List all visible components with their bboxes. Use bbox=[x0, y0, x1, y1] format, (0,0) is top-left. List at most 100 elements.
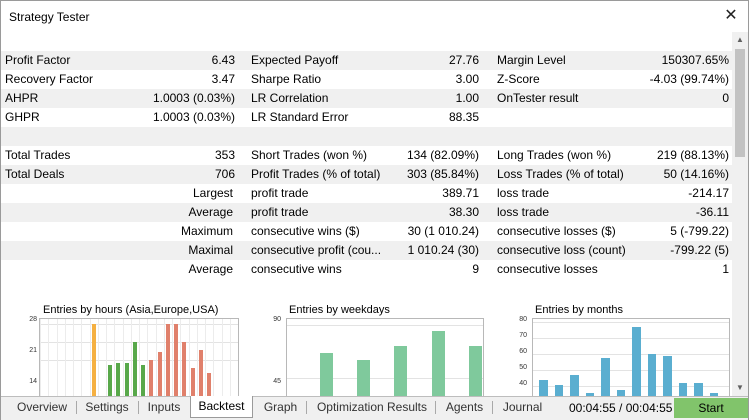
gridline bbox=[533, 370, 729, 372]
vertical-gridline bbox=[89, 319, 91, 396]
scroll-down-icon[interactable]: ▼ bbox=[736, 383, 744, 392]
gridline bbox=[533, 338, 729, 340]
stat-label: Profit Factor bbox=[5, 53, 71, 67]
vertical-gridline bbox=[40, 319, 41, 396]
stat-value: 150307.65% bbox=[661, 53, 729, 67]
tab-graph[interactable]: Graph bbox=[263, 400, 298, 414]
gridline bbox=[533, 354, 729, 356]
month-bar bbox=[632, 327, 641, 396]
tester-tab-bar: Overview Settings Inputs Backtest Graph … bbox=[1, 396, 748, 420]
gridline bbox=[533, 386, 729, 388]
vertical-gridline bbox=[130, 319, 132, 396]
vertical-gridline bbox=[163, 319, 165, 396]
stat-value: -4.03 (99.74%) bbox=[649, 72, 729, 86]
stat-value: 27.76 bbox=[448, 53, 479, 67]
stat-value: -799.22 (5) bbox=[670, 243, 729, 257]
stats-row: Average consecutive wins 9 consecutive loss… bbox=[1, 260, 732, 279]
stat-label: Short Trades (won %) bbox=[251, 148, 368, 162]
hour-bar-europe bbox=[116, 362, 121, 396]
stats-row: Profit Factor 6.43 Expected Payoff 27.76 Mar… bbox=[1, 51, 732, 70]
stat-label: Z-Score bbox=[497, 72, 540, 86]
hour-bar-asia bbox=[91, 324, 96, 396]
vertical-gridline bbox=[106, 319, 107, 396]
hour-bar-usa bbox=[174, 324, 179, 396]
stat-label: Total Deals bbox=[5, 167, 65, 181]
stat-label: AHPR bbox=[5, 91, 39, 105]
month-bar bbox=[694, 383, 703, 396]
vertical-gridline bbox=[114, 319, 116, 396]
stat-label: GHPR bbox=[5, 110, 40, 124]
stat-label: Loss Trades (% of total) bbox=[497, 167, 624, 181]
backtest-report: Profit Factor 6.43 Expected Payoff 27.76 Mar… bbox=[1, 32, 732, 396]
elapsed-time: 00:04:55 / 00:04:55 bbox=[569, 401, 673, 415]
start-button[interactable]: Start bbox=[674, 398, 748, 418]
chart-months-ytick: 70 bbox=[519, 332, 527, 339]
chart-weekdays-ytick: 45 bbox=[273, 378, 281, 385]
scroll-up-icon[interactable]: ▲ bbox=[736, 35, 744, 44]
scroll-thumb[interactable] bbox=[735, 49, 745, 157]
tab-agents[interactable]: Agents bbox=[445, 400, 484, 414]
tab-optimization-results[interactable]: Optimization Results bbox=[316, 400, 428, 414]
stat-value: 88.35 bbox=[448, 110, 479, 124]
tab-separator bbox=[138, 401, 139, 414]
chart-months-ytick: 40 bbox=[519, 380, 527, 387]
tab-settings[interactable]: Settings bbox=[85, 400, 129, 414]
weekday-bar bbox=[431, 330, 445, 396]
stat-value: 353 bbox=[214, 148, 235, 162]
vertical-gridline bbox=[172, 319, 173, 396]
chart-hours-plot bbox=[39, 318, 239, 396]
stat-value: -214.17 bbox=[688, 186, 729, 200]
stat-label: profit trade bbox=[251, 186, 309, 200]
hour-bar-europe bbox=[132, 342, 137, 396]
stat-value: 30 (1 010.24) bbox=[407, 224, 479, 238]
chart-weekdays-ytick: 90 bbox=[273, 316, 281, 323]
month-bar bbox=[709, 392, 719, 396]
weekday-bar bbox=[394, 346, 408, 396]
stat-group-label: Maximal bbox=[188, 243, 233, 257]
stats-row: Largest profit trade 389.71 loss trade -214.… bbox=[1, 184, 732, 203]
hour-bar-europe bbox=[124, 362, 129, 396]
vertical-scrollbar[interactable]: ▲ ▼ bbox=[732, 32, 748, 396]
stat-group-label: Average bbox=[188, 262, 233, 276]
stat-value: 6.43 bbox=[211, 53, 235, 67]
stat-value: 389.71 bbox=[442, 186, 479, 200]
stat-label: LR Correlation bbox=[251, 91, 329, 105]
stat-value: 3.00 bbox=[455, 72, 479, 86]
tab-journal[interactable]: Journal bbox=[502, 400, 543, 414]
month-bar bbox=[678, 383, 688, 396]
vertical-gridline bbox=[64, 319, 66, 396]
month-bar bbox=[601, 357, 610, 396]
stats-row: AHPR 1.0003 (0.03%) LR Correlation 1.00 OnTe… bbox=[1, 89, 732, 108]
gridline bbox=[287, 378, 483, 380]
stat-value: 3.47 bbox=[211, 72, 235, 86]
chart-months-title: Entries by months bbox=[535, 304, 624, 316]
tab-backtest[interactable]: Backtest bbox=[190, 396, 253, 418]
stat-label: consecutive profit (cou... bbox=[251, 243, 382, 257]
close-icon[interactable]: ✕ bbox=[724, 7, 738, 24]
stat-label: Profit Trades (% of total) bbox=[251, 167, 381, 181]
gridline bbox=[287, 324, 483, 326]
tab-separator bbox=[435, 401, 436, 414]
tab-separator bbox=[76, 401, 77, 414]
chart-hours-title: Entries by hours (Asia,Europe,USA) bbox=[43, 304, 219, 316]
hour-bar-usa bbox=[165, 324, 170, 396]
vertical-gridline bbox=[155, 319, 157, 396]
hour-bar-usa bbox=[182, 342, 187, 396]
stat-value: 9 bbox=[472, 262, 479, 276]
stat-value: 1 010.24 (30) bbox=[407, 243, 479, 257]
tab-inputs[interactable]: Inputs bbox=[147, 400, 181, 414]
vertical-gridline bbox=[188, 319, 190, 396]
chart-weekdays-plot bbox=[286, 318, 484, 396]
hour-bar-europe bbox=[108, 365, 113, 396]
stat-label: Margin Level bbox=[497, 53, 566, 67]
hour-bar-europe bbox=[141, 365, 146, 396]
tab-overview[interactable]: Overview bbox=[16, 400, 67, 414]
stat-value: 219 (88.13%) bbox=[656, 148, 729, 162]
stat-value: -36.11 bbox=[695, 205, 729, 219]
vertical-gridline bbox=[180, 319, 182, 396]
stat-value: 303 (85.84%) bbox=[406, 167, 479, 181]
stat-label: LR Standard Error bbox=[251, 110, 349, 124]
vertical-gridline bbox=[147, 319, 149, 396]
stat-value: 38.30 bbox=[448, 205, 479, 219]
